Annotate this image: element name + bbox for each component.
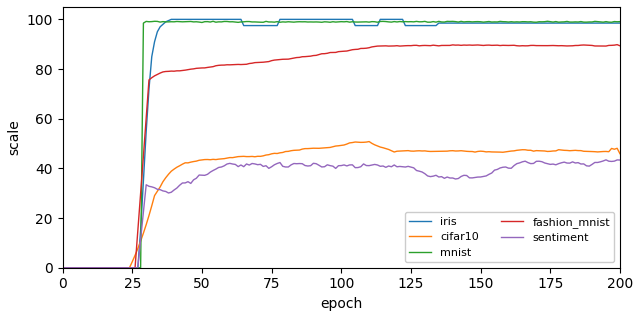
Line: sentiment: sentiment [63,160,620,268]
mnist [59,266,67,270]
mnist [616,20,624,24]
sentiment [360,162,367,166]
cifar10 [365,140,373,143]
sentiment [59,266,67,270]
iris [61,266,69,270]
sentiment [569,160,577,164]
iris [109,266,116,270]
sentiment [61,266,69,270]
fashion_mnist [59,266,67,270]
iris [168,17,175,21]
X-axis label: epoch: epoch [320,297,362,311]
fashion_mnist [613,43,621,46]
Line: iris: iris [63,19,620,268]
sentiment [293,162,301,166]
mnist [262,19,270,23]
mnist [109,266,116,270]
cifar10 [293,148,301,152]
Line: mnist: mnist [63,21,620,268]
cifar10 [59,266,67,270]
fashion_mnist [109,266,116,270]
cifar10 [262,153,270,157]
fashion_mnist [569,44,577,48]
fashion_mnist [262,60,270,64]
sentiment [602,158,610,162]
iris [362,24,370,27]
cifar10 [572,149,579,152]
cifar10 [616,152,624,156]
fashion_mnist [360,46,367,50]
iris [265,24,273,27]
Y-axis label: scale: scale [7,120,21,155]
mnist [61,266,69,270]
mnist [572,20,579,24]
fashion_mnist [61,266,69,270]
iris [296,17,303,21]
mnist [360,20,367,24]
Line: cifar10: cifar10 [63,142,620,268]
mnist [293,20,301,24]
Line: fashion_mnist: fashion_mnist [63,45,620,268]
sentiment [616,158,624,162]
iris [616,21,624,25]
sentiment [109,266,116,270]
fashion_mnist [616,44,624,48]
sentiment [262,164,270,168]
Legend: iris, cifar10, mnist, fashion_mnist, sentiment: iris, cifar10, mnist, fashion_mnist, sen… [404,212,614,262]
fashion_mnist [293,56,301,59]
cifar10 [61,266,69,270]
iris [59,266,67,270]
iris [572,21,579,25]
mnist [543,19,551,23]
cifar10 [109,266,116,270]
cifar10 [360,140,367,144]
